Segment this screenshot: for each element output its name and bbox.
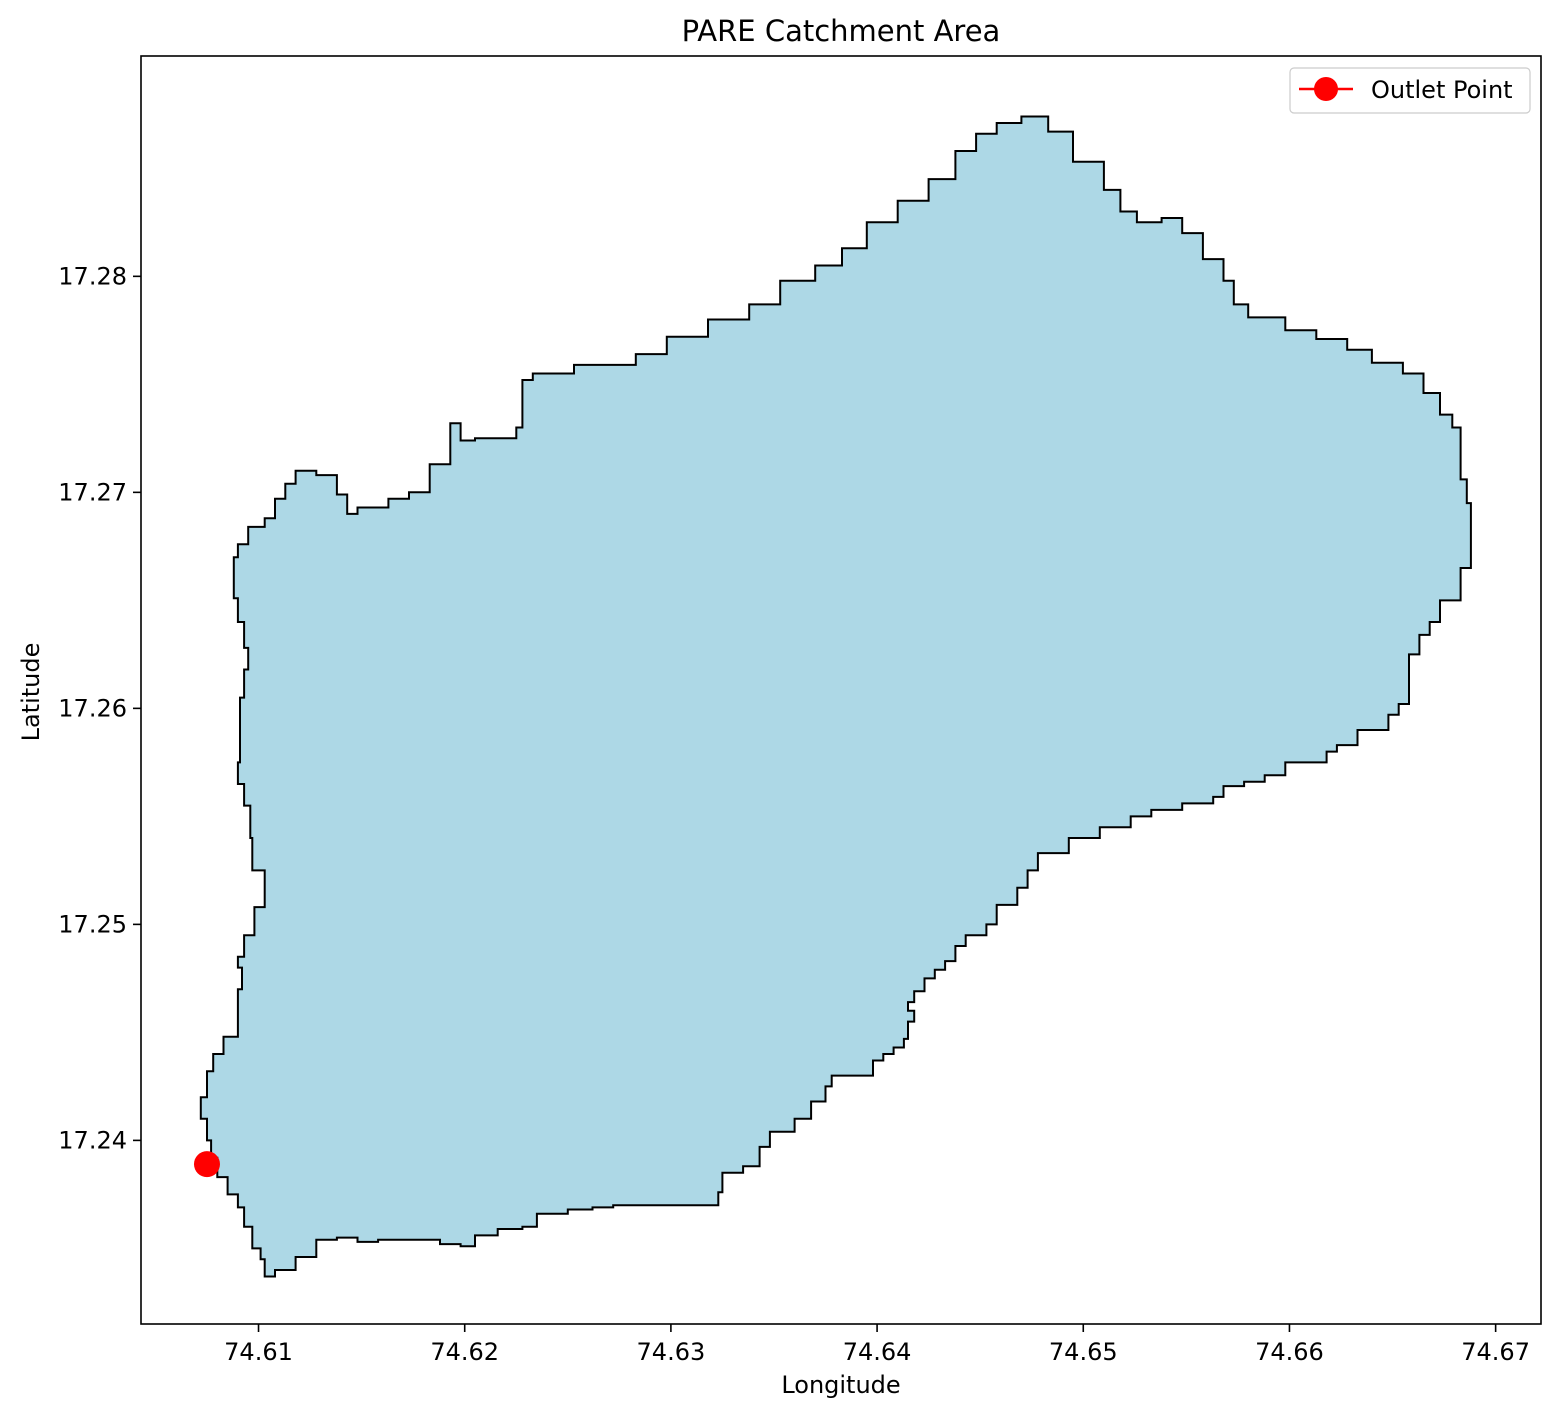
x-tick-label: 74.64	[843, 1338, 912, 1366]
y-axis-label: Latitude	[17, 643, 45, 742]
axes-frame	[140, 55, 1542, 1325]
y-axis-ticks: 17.24 17.25 17.26 17.27 17.28	[58, 262, 141, 1154]
x-tick-label: 74.67	[1461, 1338, 1530, 1366]
x-tick-label: 74.63	[637, 1338, 706, 1366]
x-tick-label: 74.61	[224, 1338, 293, 1366]
y-tick-label: 17.28	[58, 262, 127, 290]
legend-marker	[1314, 77, 1338, 101]
y-tick-label: 17.24	[58, 1126, 127, 1154]
plot-area	[140, 55, 1542, 1325]
y-tick-label: 17.27	[58, 478, 127, 506]
legend: Outlet Point	[1289, 67, 1531, 114]
outlet-layer	[193, 1151, 220, 1178]
legend-box	[1289, 67, 1531, 114]
y-tick-label: 17.26	[58, 694, 127, 722]
x-axis-label: Longitude	[781, 1371, 900, 1399]
outlet-point-marker	[193, 1151, 220, 1178]
y-tick-label: 17.25	[58, 910, 127, 938]
legend-label: Outlet Point	[1371, 76, 1513, 104]
x-tick-label: 74.62	[430, 1338, 499, 1366]
chart-title: PARE Catchment Area	[682, 14, 1001, 48]
x-tick-label: 74.65	[1049, 1338, 1118, 1366]
catchment-polygon	[199, 115, 1472, 1278]
x-tick-label: 74.66	[1255, 1338, 1324, 1366]
x-axis-ticks: 74.61 74.62 74.63 74.64 74.65 74.66 74.67	[224, 1324, 1530, 1366]
